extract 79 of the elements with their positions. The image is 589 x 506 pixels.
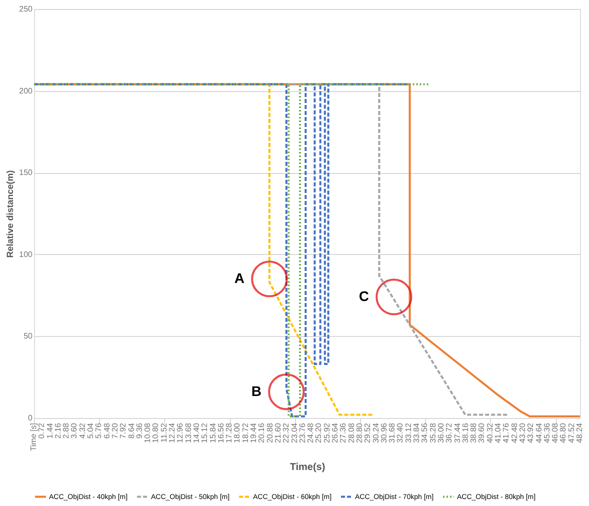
x-tick-label: 9.36: [134, 422, 144, 439]
x-tick-label: 2.16: [53, 422, 62, 439]
x-tick-label: 11.52: [159, 422, 168, 442]
x-tick-label: 41.76: [502, 422, 511, 444]
x-tick-label: 33.84: [412, 422, 422, 444]
x-tick-label: 21.60: [273, 422, 282, 444]
x-tick-label: 43.92: [526, 422, 536, 444]
x-tick-label: 5.04: [86, 422, 96, 439]
x-tick-label: 14.40: [192, 422, 201, 444]
x-tick-label: 28.80: [354, 422, 364, 444]
x-tick-label: 25.92: [322, 422, 332, 444]
x-tick-label: 38.88: [469, 422, 478, 444]
x-tick-label: 46.08: [550, 422, 560, 444]
x-tick-label: 45.36: [542, 422, 552, 444]
x-tick-label: 40.32: [485, 422, 494, 444]
y-tick-label: 200: [19, 86, 34, 96]
x-tick-label: 6.48: [102, 422, 112, 439]
x-tick-label: 44.64: [534, 422, 544, 444]
y-tick-label: 0: [28, 414, 34, 422]
x-tick-label: 24.48: [306, 422, 316, 444]
x-tick-label: 23.04: [290, 422, 299, 444]
x-tick-label: 36.72: [444, 422, 454, 444]
annotation: C: [358, 288, 369, 304]
x-tick-label: 34.56: [420, 422, 430, 444]
x-tick-label: 7.92: [118, 422, 128, 439]
x-tick-label: 13.68: [184, 422, 193, 444]
y-tick-label: 50: [24, 332, 34, 341]
x-tick-label: 16.56: [216, 422, 226, 444]
x-tick-label: 30.96: [379, 422, 388, 444]
x-tick-label: 4.32: [78, 422, 87, 439]
y-axis-title: Relative distance(m): [5, 170, 16, 258]
x-tick-label: 42.48: [510, 422, 519, 444]
x-tick-label: 31.68: [388, 422, 397, 444]
x-tick-label: Time [s]: [29, 423, 38, 452]
x-tick-label: 38.16: [460, 422, 470, 444]
x-tick-label: 5.76: [94, 422, 104, 439]
x-tick-label: 7.20: [110, 422, 120, 439]
x-tick-label: 0.72: [37, 422, 46, 439]
x-tick-label: 41.04: [494, 422, 503, 444]
x-tick-label: 12.24: [168, 422, 177, 444]
x-tick-label: 3.60: [70, 422, 79, 439]
y-tick-label: 100: [19, 250, 34, 259]
x-tick-label: 29.52: [363, 422, 372, 444]
x-tick-label: 32.40: [396, 422, 405, 444]
x-tick-label: 39.60: [477, 422, 486, 444]
x-tick-label: 47.52: [566, 422, 576, 444]
x-tick-label: 8.64: [126, 422, 136, 439]
annotation: B: [251, 382, 262, 399]
y-tick-label: 150: [19, 168, 34, 178]
annotation: A: [234, 270, 244, 286]
x-tick-label: 33.12: [404, 422, 413, 444]
x-tick-label: 27.36: [338, 422, 348, 444]
x-tick-label: 43.20: [518, 422, 527, 444]
x-tick-label: 35.28: [428, 422, 438, 444]
x-tick-label: 15.84: [208, 422, 218, 444]
x-tick-label: 37.44: [452, 422, 462, 444]
x-tick-label: 46.80: [558, 422, 568, 444]
x-tick-label: 18.00: [232, 422, 242, 444]
x-tick-label: 12.96: [176, 422, 185, 444]
x-tick-label: 10.80: [151, 422, 160, 444]
x-tick-label: 18.72: [240, 422, 250, 444]
x-tick-label: 19.44: [249, 422, 258, 444]
x-tick-label: 25.20: [314, 422, 324, 444]
x-tick-label: 26.64: [330, 422, 340, 444]
x-tick-label: 28.08: [346, 422, 356, 444]
x-tick-label: 2.88: [62, 422, 71, 439]
x-tick-label: 23.76: [298, 422, 307, 444]
x-tick-label: 20.88: [265, 422, 274, 444]
x-tick-label: 48.24: [575, 422, 584, 444]
x-tick-label: 22.32: [282, 422, 291, 444]
x-tick-label: 15.12: [200, 422, 210, 444]
x-axis-title: Time(s): [290, 462, 326, 473]
y-tick-label: 250: [19, 4, 34, 14]
x-tick-label: 10.08: [143, 422, 152, 444]
x-tick-label: 36.00: [436, 422, 446, 444]
x-tick-label: 20.16: [257, 422, 266, 444]
x-tick-label: 1.44: [45, 422, 54, 439]
x-tick-label: 17.28: [224, 422, 234, 444]
x-tick-label: 30.24: [371, 422, 380, 444]
